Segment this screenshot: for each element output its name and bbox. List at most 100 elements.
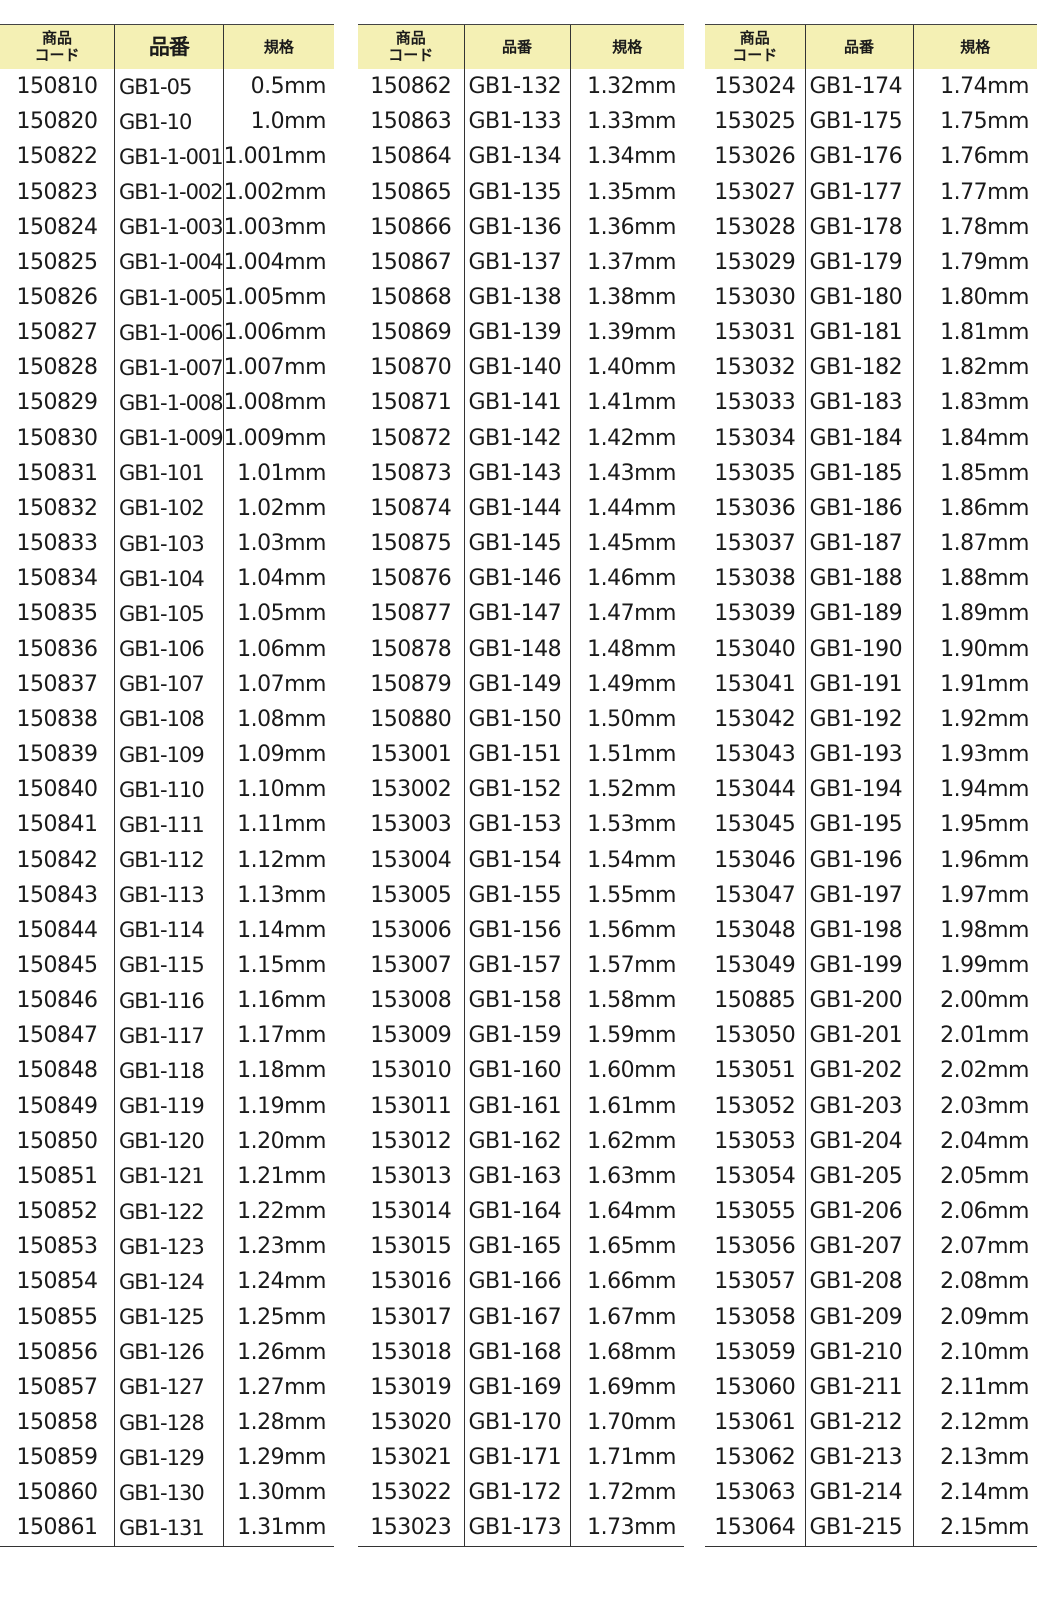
product-code-cell: 153023 [358,1510,464,1547]
spec-cell: 1.69mm [569,1369,684,1405]
part-number-cell: GB1-181 [804,315,913,351]
product-code-cell: 153006 [370,917,452,943]
product-code-cell: 150835 [16,601,98,627]
spec-cell: 1.21mm [222,1158,334,1194]
table-row: 153022 GB1-172 1.72mm [358,1475,684,1511]
table-row: 150864 GB1-134 1.34mm [358,139,684,175]
table-row: 150875 GB1-145 1.45mm [358,526,684,562]
spec-cell: 2.01mm [912,1018,1037,1054]
spec-cell: 1.38mm [569,279,684,316]
part-number-cell: GB1-151 [463,736,570,773]
table-row: 153036 GB1-186 1.86mm [705,490,1037,527]
spec-cell: 1.44mm [569,490,684,527]
spec-cell: 1.86mm [912,490,1037,527]
table-row: 153049 GB1-199 1.99mm [705,947,1037,984]
part-number-cell: GB1-136 [463,209,570,245]
spec-cell: 2.02mm [912,1053,1037,1089]
part-number-cell: GB1-101 [114,455,224,491]
product-code-cell: 150834 [16,566,98,592]
part-number-cell: GB1-206 [804,1194,913,1230]
product-code-cell: 150836 [16,636,98,662]
spec-cell: 1.47mm [569,596,684,632]
part-number-cell: GB1-159 [463,1018,570,1054]
spec-cell: 0.5mm [222,69,334,105]
product-code-cell: 150877 [370,601,452,627]
spec-cell: 1.60mm [569,1053,684,1089]
spec-cell: 1.94mm [912,772,1037,808]
spec-cell: 1.26mm [222,1334,334,1370]
part-number-cell: GB1-208 [804,1264,913,1300]
table-row: 150846 GB1-116 1.16mm [0,983,334,1019]
part-number-cell: GB1-109 [114,736,224,773]
part-number-cell: GB1-152 [463,772,570,808]
product-code-cell: 150848 [16,1058,98,1084]
spec-cell: 1.23mm [222,1229,334,1265]
product-code-cell: 150843 [16,882,98,908]
spec-cell: 1.04mm [222,561,334,597]
spec-cell: 1.02mm [222,490,334,527]
spec-cell: 2.09mm [912,1299,1037,1335]
table-row: 153037 GB1-187 1.87mm [705,526,1037,562]
product-code-cell: 150871 [370,390,452,416]
product-code-cell: 153008 [370,988,452,1014]
table-row: 153064 GB1-215 2.15mm [705,1510,1037,1547]
table-row: 153055 GB1-206 2.06mm [705,1194,1037,1230]
part-number-cell: GB1-171 [463,1440,570,1476]
spec-cell: 1.82mm [912,350,1037,386]
part-number-cell: GB1-129 [114,1440,224,1476]
product-code-cell: 153034 [714,425,796,451]
part-number-cell: GB1-162 [463,1123,570,1159]
spec-cell: 2.13mm [912,1440,1037,1476]
table-row: 150860 GB1-130 1.30mm [0,1475,334,1511]
part-number-cell: GB1-214 [804,1475,913,1511]
part-number-cell: GB1-204 [804,1123,913,1159]
product-code-cell: 153060 [714,1374,796,1400]
spec-cell: 2.03mm [912,1088,1037,1124]
part-number-cell: GB1-10 [114,104,224,140]
product-code-cell: 153052 [714,1093,796,1119]
part-number-cell: GB1-1-003 [114,209,224,245]
product-code-cell: 153026 [714,144,796,170]
table-row: 153008 GB1-158 1.58mm [358,983,684,1019]
part-number-cell: GB1-198 [804,912,913,948]
part-number-cell: GB1-105 [114,596,224,632]
table-row: 150810 GB1-05 0.5mm [0,69,334,105]
product-code-cell: 150853 [16,1234,98,1260]
part-number-cell: GB1-144 [463,490,570,527]
product-code-cell: 153054 [714,1163,796,1189]
table-row: 153054 GB1-205 2.05mm [705,1158,1037,1194]
product-code-cell: 150880 [370,706,452,732]
spec-cell: 1.88mm [912,561,1037,597]
part-number-cell: GB1-209 [804,1299,913,1335]
part-number-cell: GB1-170 [463,1404,570,1441]
part-number-cell: GB1-178 [804,209,913,245]
spec-cell: 1.58mm [569,983,684,1019]
part-number-cell: GB1-211 [804,1369,913,1405]
table-row: 150854 GB1-124 1.24mm [0,1264,334,1300]
table-row: 150841 GB1-111 1.11mm [0,807,334,843]
table-row: 150837 GB1-107 1.07mm [0,666,334,702]
spec-cell: 1.55mm [569,877,684,913]
spec-cell: 1.40mm [569,350,684,386]
spec-cell: 1.61mm [569,1088,684,1124]
spec-cell: 1.71mm [569,1440,684,1476]
part-number-cell: GB1-121 [114,1158,224,1194]
table-row: 153048 GB1-198 1.98mm [705,912,1037,948]
spec-cell: 1.39mm [569,315,684,351]
part-number-cell: GB1-203 [804,1088,913,1124]
table-row: 153028 GB1-178 1.78mm [705,209,1037,245]
header-spec: 規格 [569,24,684,69]
product-code-cell: 153035 [714,460,796,486]
part-number-cell: GB1-134 [463,139,570,175]
product-code-cell: 153041 [714,671,796,697]
part-number-cell: GB1-173 [463,1510,570,1547]
part-number-cell: GB1-107 [114,666,224,702]
table-row: 153045 GB1-195 1.95mm [705,807,1037,843]
table-row: 150873 GB1-143 1.43mm [358,455,684,491]
spec-cell: 1.74mm [912,69,1037,105]
table-row: 153042 GB1-192 1.92mm [705,701,1037,737]
part-number-cell: GB1-186 [804,490,913,527]
part-number-cell: GB1-158 [463,983,570,1019]
spec-cell: 1.90mm [912,631,1037,667]
part-number-cell: GB1-184 [804,420,913,456]
